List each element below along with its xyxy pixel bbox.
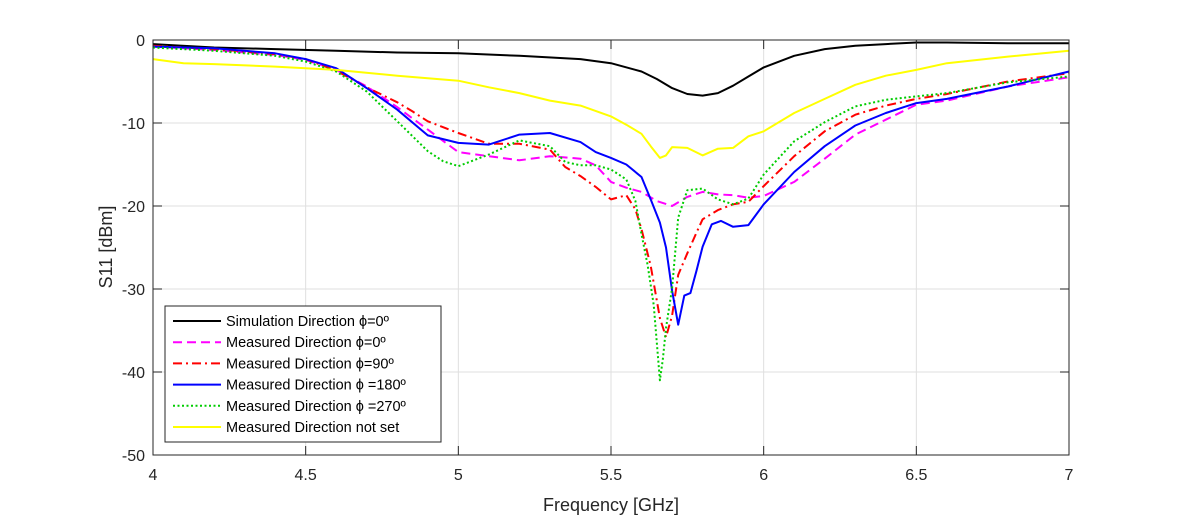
y-tick-label: -50 bbox=[122, 448, 145, 465]
legend-label: Measured Direction ϕ=0º bbox=[226, 335, 386, 351]
y-tick-label: -10 bbox=[122, 116, 145, 133]
series-line-5 bbox=[152, 46, 1070, 382]
legend-label: Measured Direction not set bbox=[226, 420, 399, 436]
legend-label: Simulation Direction ϕ=0º bbox=[226, 314, 390, 330]
x-tick-label: 7 bbox=[1065, 467, 1074, 484]
legend-label: Measured Direction ϕ =180º bbox=[226, 378, 407, 394]
legend-box bbox=[164, 305, 442, 443]
x-axis-label: Frequency [GHz] bbox=[543, 495, 679, 515]
series-line-3 bbox=[152, 44, 1070, 339]
y-tick-label: -20 bbox=[122, 199, 145, 216]
series-line-6 bbox=[152, 49, 1070, 159]
x-tick-label: 4 bbox=[149, 467, 158, 484]
x-tick-label: 6.5 bbox=[905, 467, 927, 484]
series-line-4 bbox=[152, 45, 1070, 326]
y-axis-label: S11 [dBm] bbox=[96, 206, 116, 289]
x-tick-label: 5.5 bbox=[600, 467, 622, 484]
x-tick-label: 4.5 bbox=[295, 467, 317, 484]
ticks bbox=[152, 39, 1070, 456]
series-line-1 bbox=[152, 41, 1069, 97]
x-tick-label: 5 bbox=[454, 467, 463, 484]
y-tick-label: -30 bbox=[122, 282, 145, 299]
tick-labels: 4 4.5 5 5.5 6 6.5 7 0 -10 -20 -30 -40 -50 bbox=[122, 33, 1074, 484]
legend: Simulation Direction ϕ=0º Measured Direct… bbox=[164, 305, 442, 443]
x-tick-label: 6 bbox=[759, 467, 768, 484]
y-tick-label: 0 bbox=[136, 33, 145, 50]
legend-label: Measured Direction ϕ=90º bbox=[226, 356, 394, 372]
series-layer bbox=[152, 41, 1070, 382]
legend-label: Measured Direction ϕ =270º bbox=[226, 399, 407, 415]
y-tick-label: -40 bbox=[122, 365, 145, 382]
